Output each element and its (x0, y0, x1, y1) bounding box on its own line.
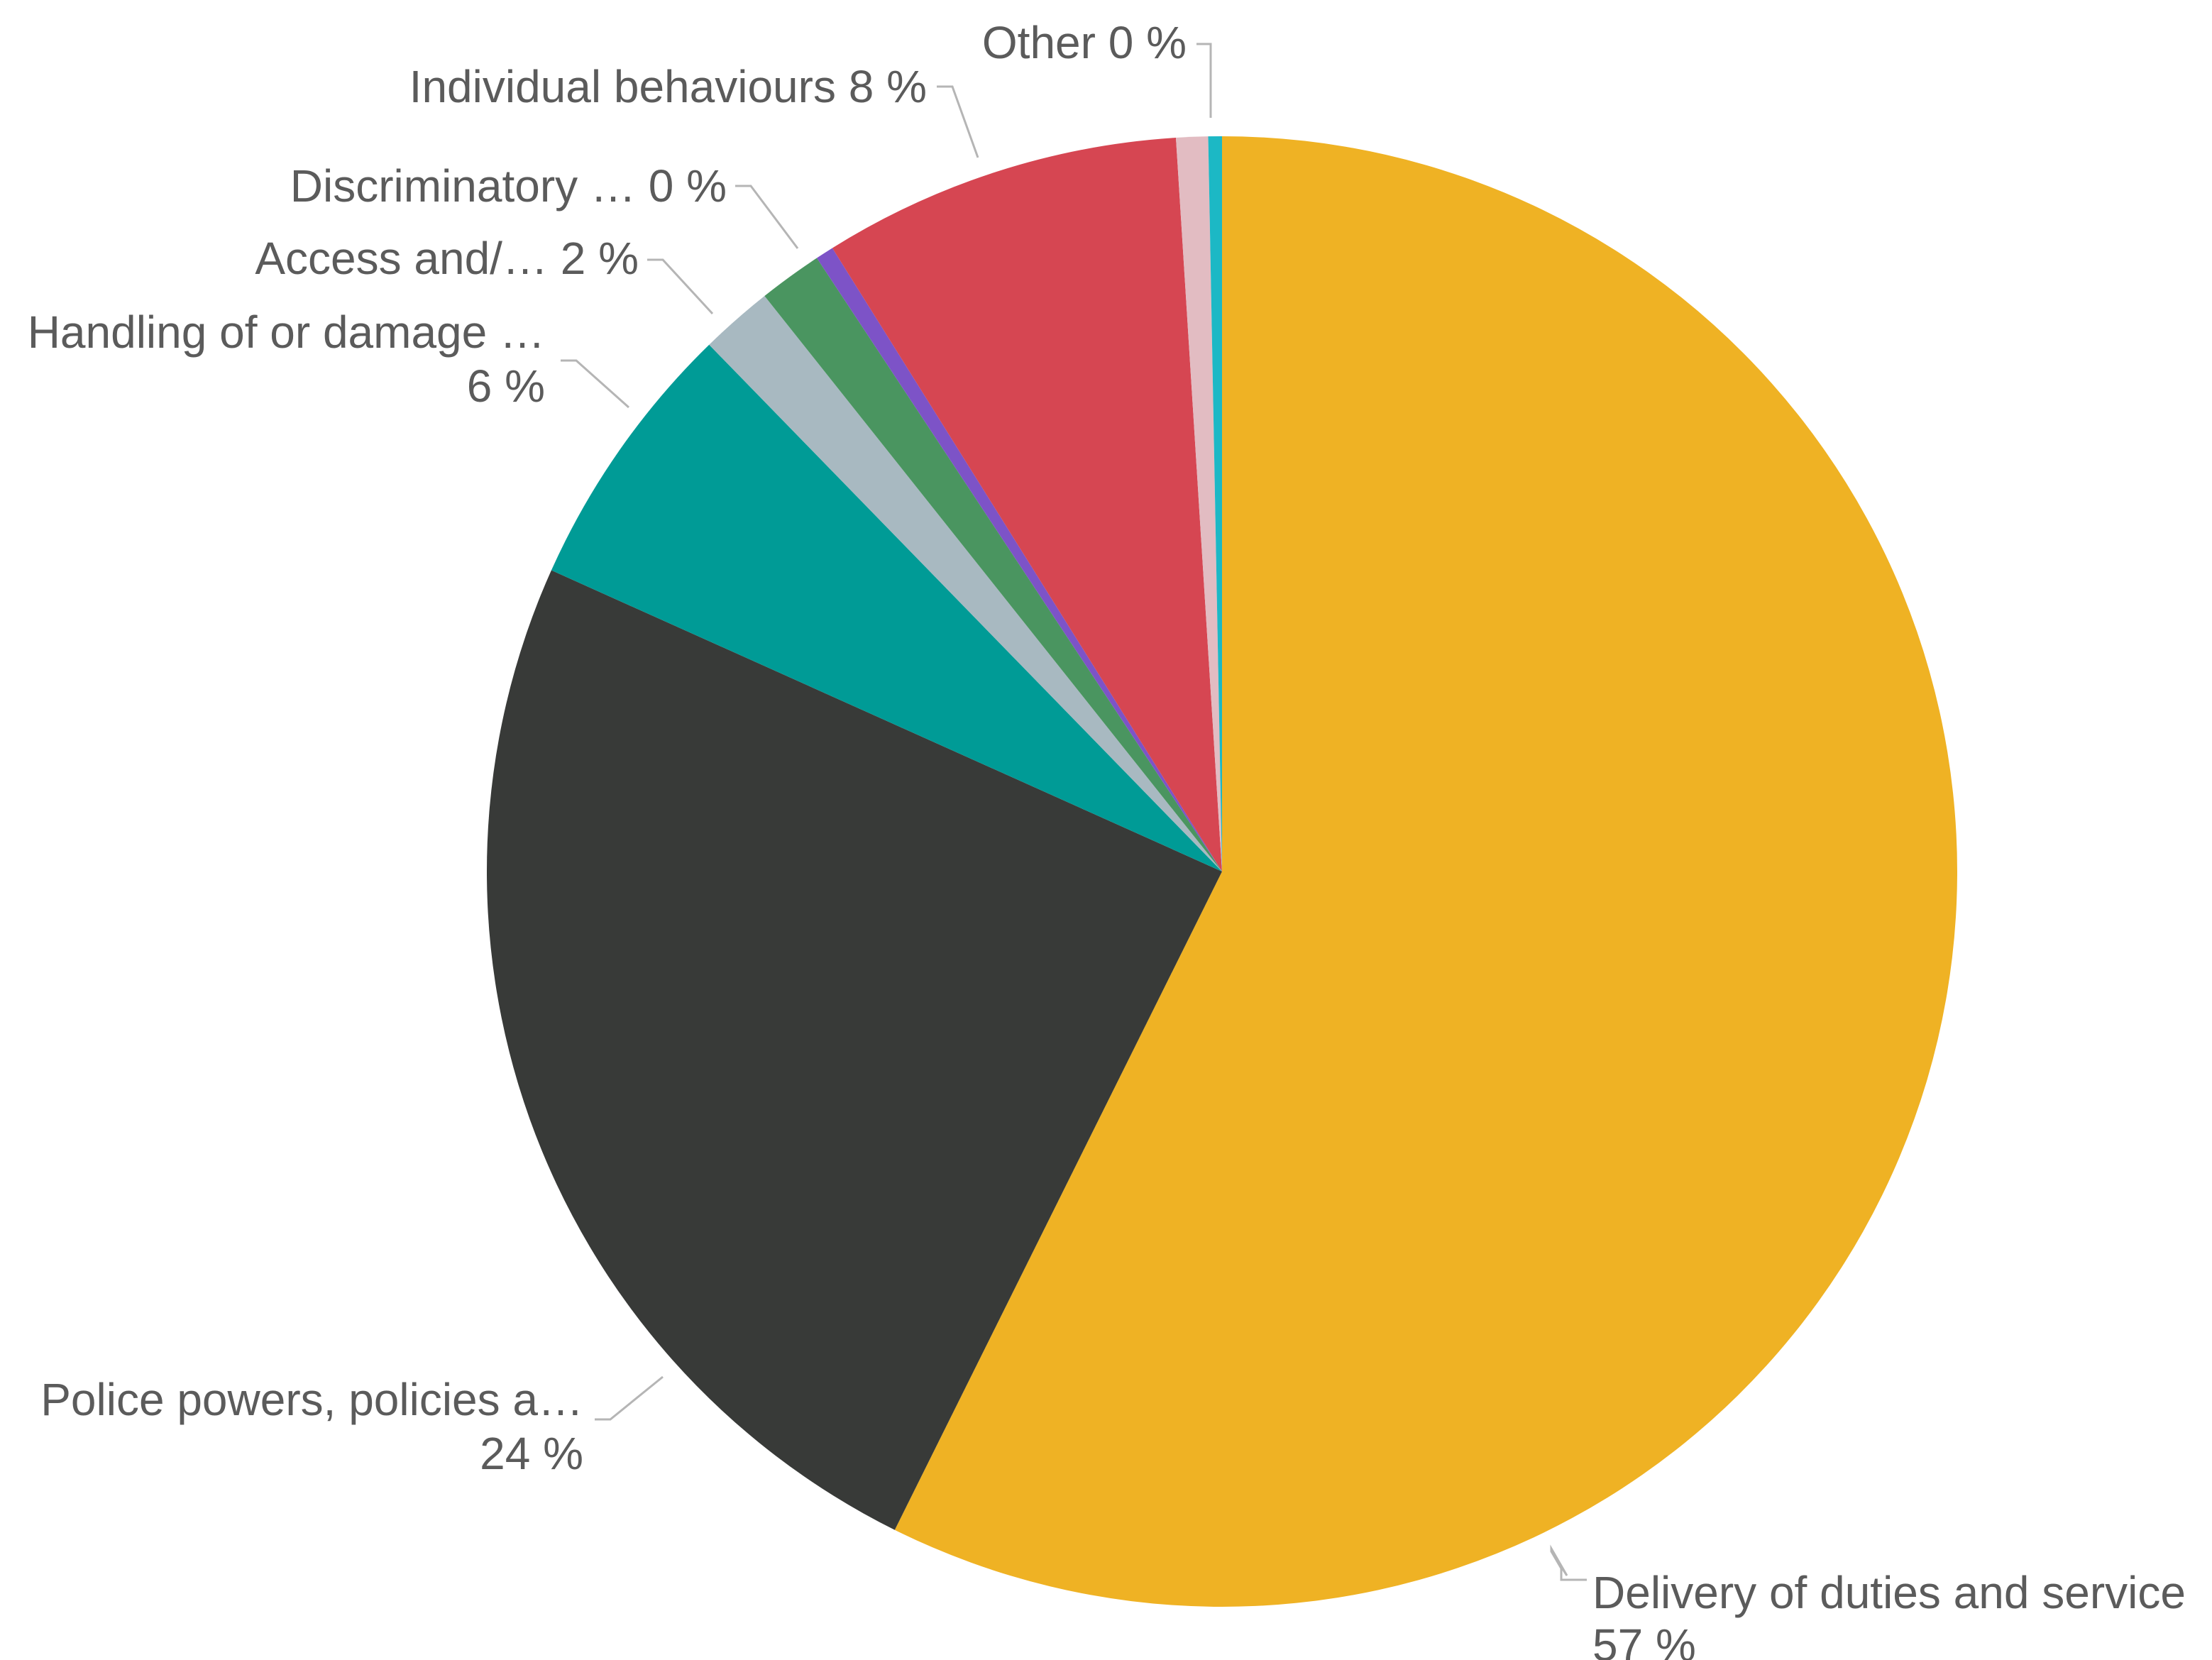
data-label-police-powers: Police powers, policies a… (40, 1374, 583, 1425)
data-label-handling: Handling of or damage … (28, 307, 545, 358)
pie-slice-4 (764, 258, 1222, 872)
pie-slice-8 (1208, 136, 1222, 872)
data-label-delivery: Delivery of duties and service (1592, 1567, 2186, 1618)
pie-slice-6 (832, 138, 1222, 872)
leader-line-police-powers (595, 1375, 664, 1421)
data-label-handling-pct: 6 % (467, 361, 545, 412)
data-label-discriminatory: Discriminatory … 0 % (290, 160, 727, 211)
pie-slice-7 (1176, 136, 1222, 872)
leader-line-other (1196, 43, 1212, 118)
pie-slice-3 (709, 296, 1222, 872)
pie-slice-5 (817, 248, 1222, 872)
data-label-other: Other 0 % (982, 17, 1187, 68)
leader-line-individual-behaviours (937, 85, 979, 158)
data-labels: Other 0 % Individual behaviours 8 % Disc… (28, 17, 2186, 1660)
pie-slice-0 (894, 136, 1957, 1607)
leader-line-discriminatory (735, 185, 799, 249)
pie-slices (486, 136, 1957, 1607)
data-label-police-powers-pct: 24 % (480, 1428, 583, 1479)
data-label-delivery-pct: 57 % (1592, 1620, 1696, 1660)
leader-line-access (647, 258, 714, 315)
data-label-access: Access and/… 2 % (255, 233, 639, 284)
leader-lines (561, 43, 1587, 1581)
data-label-individual-behaviours: Individual behaviours 8 % (409, 61, 927, 112)
pie-slice-1 (486, 570, 1222, 1530)
leader-line-delivery (1550, 1544, 1587, 1581)
leader-line-handling (561, 359, 629, 409)
pie-slice-2 (551, 344, 1222, 872)
